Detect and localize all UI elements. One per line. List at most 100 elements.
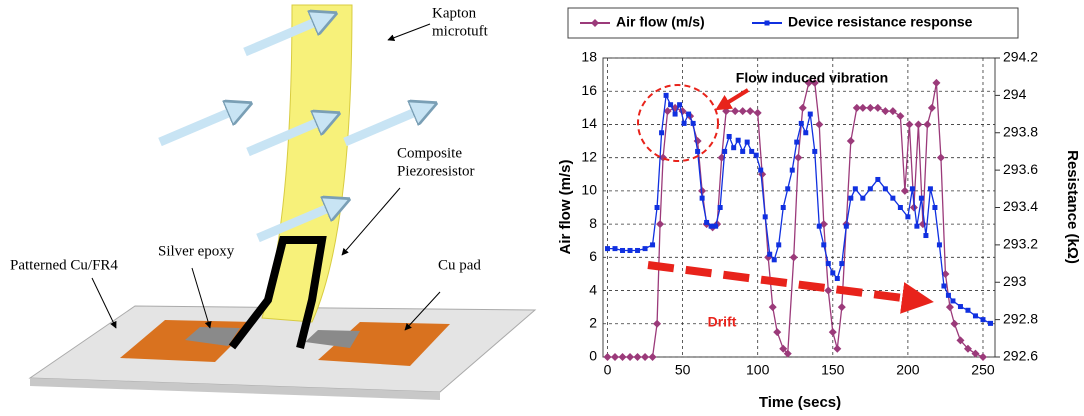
- x-tick-label: 200: [896, 362, 920, 378]
- data-point: [932, 79, 940, 87]
- data-point: [958, 304, 963, 309]
- legend-label: Air flow (m/s): [616, 14, 705, 30]
- data-point: [649, 353, 657, 361]
- data-point: [853, 186, 858, 191]
- legend-marker: [765, 21, 770, 26]
- data-point: [686, 112, 691, 117]
- data-point: [910, 186, 915, 191]
- data-point: [635, 248, 640, 253]
- data-point: [824, 287, 832, 295]
- y2-tick-label: 293.6: [1003, 161, 1038, 177]
- data-point: [799, 121, 804, 126]
- x-tick-label: 50: [675, 362, 691, 378]
- y2-tick-label: 292.8: [1003, 310, 1038, 326]
- data-point: [979, 353, 987, 361]
- data-point: [835, 276, 840, 281]
- data-point: [838, 303, 846, 311]
- pointer: [388, 24, 430, 40]
- highlight-circle: [638, 85, 718, 161]
- y2-tick-label: 294.2: [1003, 49, 1038, 65]
- data-point: [691, 121, 696, 126]
- data-point: [844, 224, 849, 229]
- data-point: [718, 205, 723, 210]
- legend-label: Device resistance response: [788, 14, 973, 30]
- data-point: [937, 154, 945, 162]
- data-point: [923, 120, 931, 128]
- data-point: [781, 205, 786, 210]
- y-tick-label: 14: [581, 115, 597, 131]
- data-point: [758, 168, 763, 173]
- pointers: [92, 24, 440, 330]
- y2-tick-label: 293.8: [1003, 123, 1038, 139]
- data-point: [817, 224, 822, 229]
- data-point: [613, 246, 618, 251]
- data-point: [682, 121, 687, 126]
- data-point: [620, 248, 625, 253]
- y2-tick-label: 293.4: [1003, 198, 1038, 214]
- x-tick-label: 0: [604, 362, 612, 378]
- label: microtuft: [432, 23, 489, 39]
- data-point: [655, 205, 660, 210]
- data-point: [773, 328, 781, 336]
- data-point: [668, 102, 673, 107]
- label: Cu pad: [438, 257, 481, 273]
- y2-tick-label: 292.6: [1003, 348, 1038, 364]
- data-point: [901, 187, 909, 195]
- y2-tick-label: 293.2: [1003, 236, 1038, 252]
- drift-arrow: [648, 265, 918, 300]
- data-point: [950, 298, 955, 303]
- data-point: [919, 220, 927, 228]
- annotation: Drift: [708, 314, 737, 330]
- data-point: [746, 107, 754, 115]
- y2-axis-label: Resistance (kΩ): [1064, 150, 1081, 264]
- data-point: [626, 353, 634, 361]
- diagram: Kapton microtuft Composite Piezoresistor…: [10, 5, 535, 400]
- data-point: [829, 328, 837, 336]
- air-arrow: [160, 108, 240, 142]
- annotation-arrow: [722, 90, 748, 106]
- figure: Kapton microtuft Composite Piezoresistor…: [0, 0, 1084, 416]
- y2-tick-label: 293: [1003, 273, 1027, 289]
- data-point: [815, 120, 823, 128]
- data-point: [928, 104, 936, 112]
- data-point: [790, 168, 795, 173]
- data-point: [875, 177, 880, 182]
- data-point: [677, 102, 682, 107]
- y-axis-label: Air flow (m/s): [557, 159, 574, 254]
- data-point: [946, 303, 954, 311]
- data-point: [611, 353, 619, 361]
- data-point: [833, 345, 841, 353]
- data-point: [656, 220, 664, 228]
- data-point: [769, 303, 777, 311]
- data-point: [673, 112, 678, 117]
- y-tick-label: 12: [581, 148, 597, 164]
- data-point: [889, 107, 897, 115]
- data-point: [704, 220, 709, 225]
- data-point: [749, 149, 754, 154]
- data-point: [605, 246, 610, 251]
- pointer: [342, 188, 400, 255]
- data-point: [731, 107, 739, 115]
- data-point: [937, 242, 942, 247]
- data-point: [739, 107, 747, 115]
- data-point: [772, 257, 777, 262]
- data-point: [988, 321, 993, 326]
- y-tick-label: 16: [581, 82, 597, 98]
- data-point: [736, 138, 741, 143]
- data-point: [898, 205, 903, 210]
- data-point: [700, 196, 705, 201]
- data-point: [695, 149, 700, 154]
- y2-tick-label: 294: [1003, 86, 1027, 102]
- data-point: [808, 112, 813, 117]
- pointer: [92, 278, 116, 328]
- data-point: [848, 196, 853, 201]
- data-point: [859, 104, 867, 112]
- data-point: [973, 313, 978, 318]
- y-tick-label: 8: [589, 215, 597, 231]
- x-tick-label: 150: [821, 362, 845, 378]
- data-point: [890, 196, 895, 201]
- data-point: [896, 112, 904, 120]
- data-point: [653, 320, 661, 328]
- page: Kapton microtuft Composite Piezoresistor…: [0, 0, 1084, 416]
- y-tick-label: 4: [589, 281, 597, 297]
